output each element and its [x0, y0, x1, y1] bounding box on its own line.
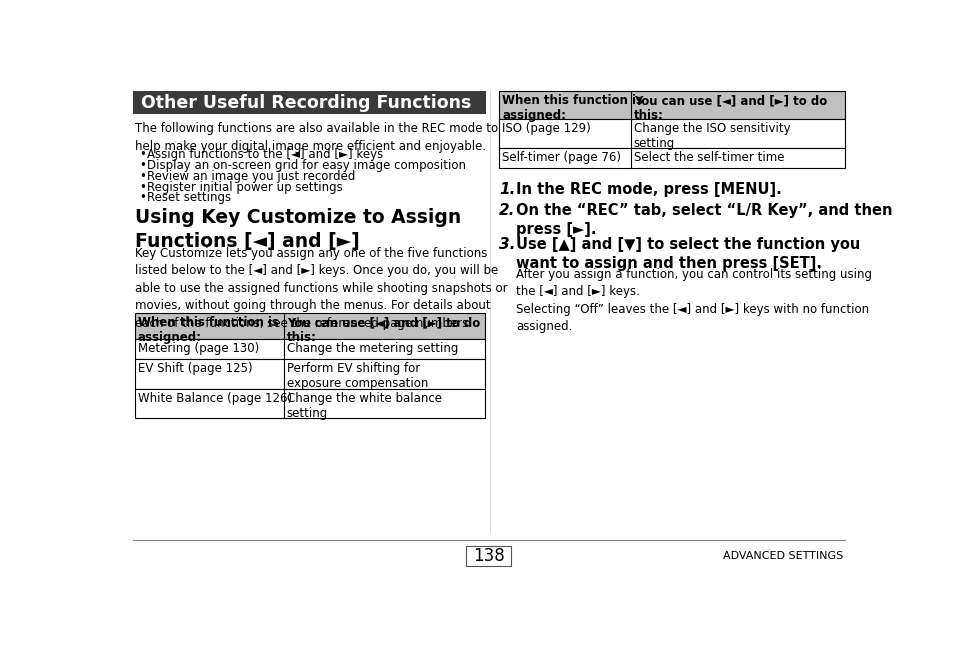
Text: Change the metering setting: Change the metering setting	[286, 342, 457, 355]
Text: Self-timer (page 76): Self-timer (page 76)	[501, 151, 620, 165]
Text: •: •	[139, 159, 146, 172]
Text: White Balance (page 126): White Balance (page 126)	[137, 391, 292, 404]
Bar	[498, 119, 843, 149]
Text: Metering (page 130): Metering (page 130)	[137, 342, 259, 355]
Text: Using Key Customize to Assign
Functions [◄] and [►]: Using Key Customize to Assign Functions …	[134, 209, 460, 251]
Text: Perform EV shifting for
exposure compensation: Perform EV shifting for exposure compens…	[286, 362, 428, 390]
Text: 138: 138	[473, 547, 504, 565]
Text: Register initial power up settings: Register initial power up settings	[147, 181, 342, 194]
Text: You can use [◄] and [►] to do
this:: You can use [◄] and [►] to do this:	[286, 317, 479, 344]
Text: ISO (page 129): ISO (page 129)	[501, 122, 590, 135]
Bar	[134, 313, 484, 339]
Text: When this function is
assigned:: When this function is assigned:	[501, 94, 642, 123]
Text: EV Shift (page 125): EV Shift (page 125)	[137, 362, 253, 375]
Text: Change the ISO sensitivity
setting: Change the ISO sensitivity setting	[633, 122, 790, 150]
Text: After you assign a function, you can control its setting using
the [◄] and [►] k: After you assign a function, you can con…	[516, 267, 871, 333]
Text: Review an image you just recorded: Review an image you just recorded	[147, 170, 355, 183]
Text: 3.: 3.	[498, 237, 515, 252]
Text: Change the white balance
setting: Change the white balance setting	[286, 391, 441, 420]
Bar	[498, 149, 843, 169]
Text: Reset settings: Reset settings	[147, 191, 231, 205]
Text: You can use [◄] and [►] to do
this:: You can use [◄] and [►] to do this:	[633, 94, 826, 123]
Text: ADVANCED SETTINGS: ADVANCED SETTINGS	[722, 550, 842, 561]
Bar	[133, 91, 485, 114]
Text: Display an on-screen grid for easy image composition: Display an on-screen grid for easy image…	[147, 159, 466, 172]
Text: 1.: 1.	[498, 182, 515, 197]
Bar	[466, 546, 511, 566]
Text: •: •	[139, 149, 146, 162]
Text: Key Customize lets you assign any one of the five functions
listed below to the : Key Customize lets you assign any one of…	[134, 247, 507, 330]
Text: When this function is
assigned:: When this function is assigned:	[137, 317, 278, 344]
Text: Use [▲] and [▼] to select the function you
want to assign and then press [SET].: Use [▲] and [▼] to select the function y…	[516, 237, 860, 271]
Text: The following functions are also available in the REC mode to
help make your dig: The following functions are also availab…	[134, 122, 497, 152]
Bar	[134, 389, 484, 418]
Text: •: •	[139, 170, 146, 183]
Bar	[134, 359, 484, 389]
Bar	[498, 91, 843, 119]
Bar	[134, 339, 484, 359]
Text: •: •	[139, 191, 146, 205]
Text: On the “REC” tab, select “L/R Key”, and then
press [►].: On the “REC” tab, select “L/R Key”, and …	[516, 203, 892, 237]
Text: Other Useful Recording Functions: Other Useful Recording Functions	[141, 94, 471, 112]
Text: •: •	[139, 181, 146, 194]
Text: Assign functions to the [◄] and [►] keys: Assign functions to the [◄] and [►] keys	[147, 149, 383, 162]
Text: Select the self-timer time: Select the self-timer time	[633, 151, 783, 165]
Text: In the REC mode, press [MENU].: In the REC mode, press [MENU].	[516, 182, 781, 197]
Text: 2.: 2.	[498, 203, 515, 218]
